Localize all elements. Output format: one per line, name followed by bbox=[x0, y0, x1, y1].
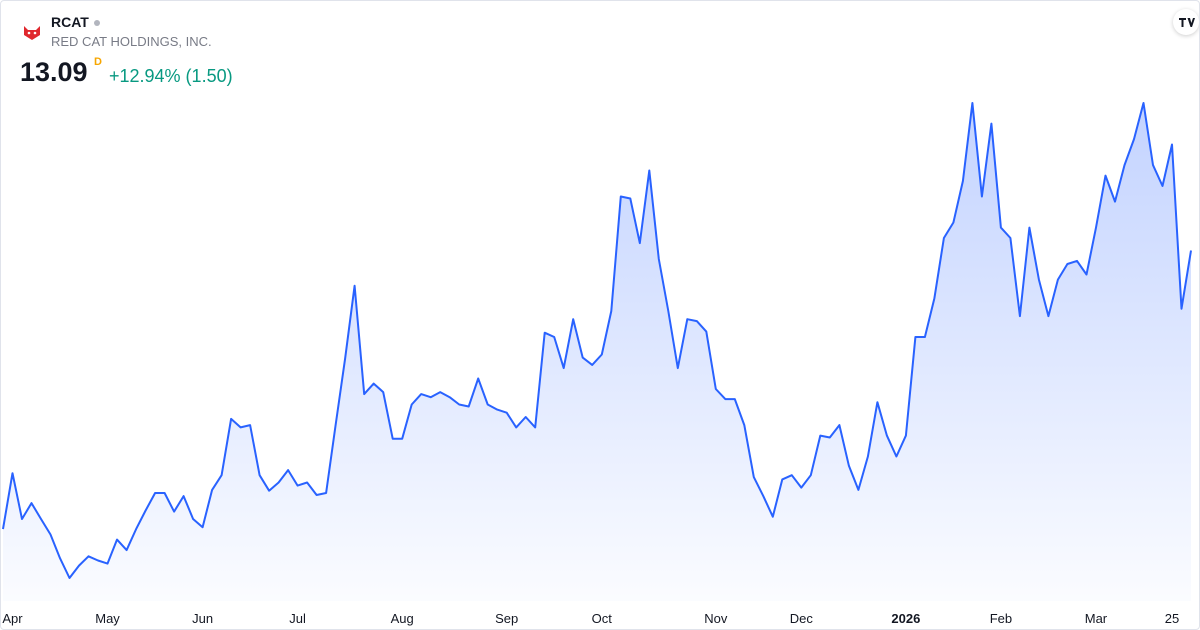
x-tick-label: Dec bbox=[790, 611, 814, 626]
x-tick-label: Mar bbox=[1085, 611, 1108, 626]
x-tick-label: Feb bbox=[990, 611, 1012, 626]
x-tick-label: Jul bbox=[289, 611, 306, 626]
area-fill bbox=[3, 103, 1191, 601]
symbol-row: RCAT bbox=[51, 14, 100, 30]
x-tick-label: Nov bbox=[704, 611, 728, 626]
tv-logo[interactable] bbox=[1173, 9, 1199, 35]
status-dot bbox=[93, 20, 100, 27]
tv-icon bbox=[1179, 18, 1195, 27]
symbol: RCAT bbox=[51, 14, 89, 30]
price: 13.09 bbox=[20, 57, 88, 87]
x-tick-label: Sep bbox=[495, 611, 518, 626]
interval: D bbox=[94, 56, 102, 68]
price-line bbox=[2, 102, 1192, 579]
change: +12.94% (1.50) bbox=[109, 66, 233, 86]
x-tick-label: Oct bbox=[592, 611, 613, 626]
x-tick-label: 25 bbox=[1165, 611, 1179, 626]
x-tick-label: May bbox=[95, 611, 120, 626]
x-tick-label: 2026 bbox=[891, 611, 920, 626]
logo bbox=[20, 20, 44, 44]
x-tick-label: Apr bbox=[2, 611, 23, 626]
x-tick-label: Jun bbox=[192, 611, 213, 626]
x-tick-label: Aug bbox=[391, 611, 414, 626]
company: RED CAT HOLDINGS, INC. bbox=[51, 34, 212, 49]
